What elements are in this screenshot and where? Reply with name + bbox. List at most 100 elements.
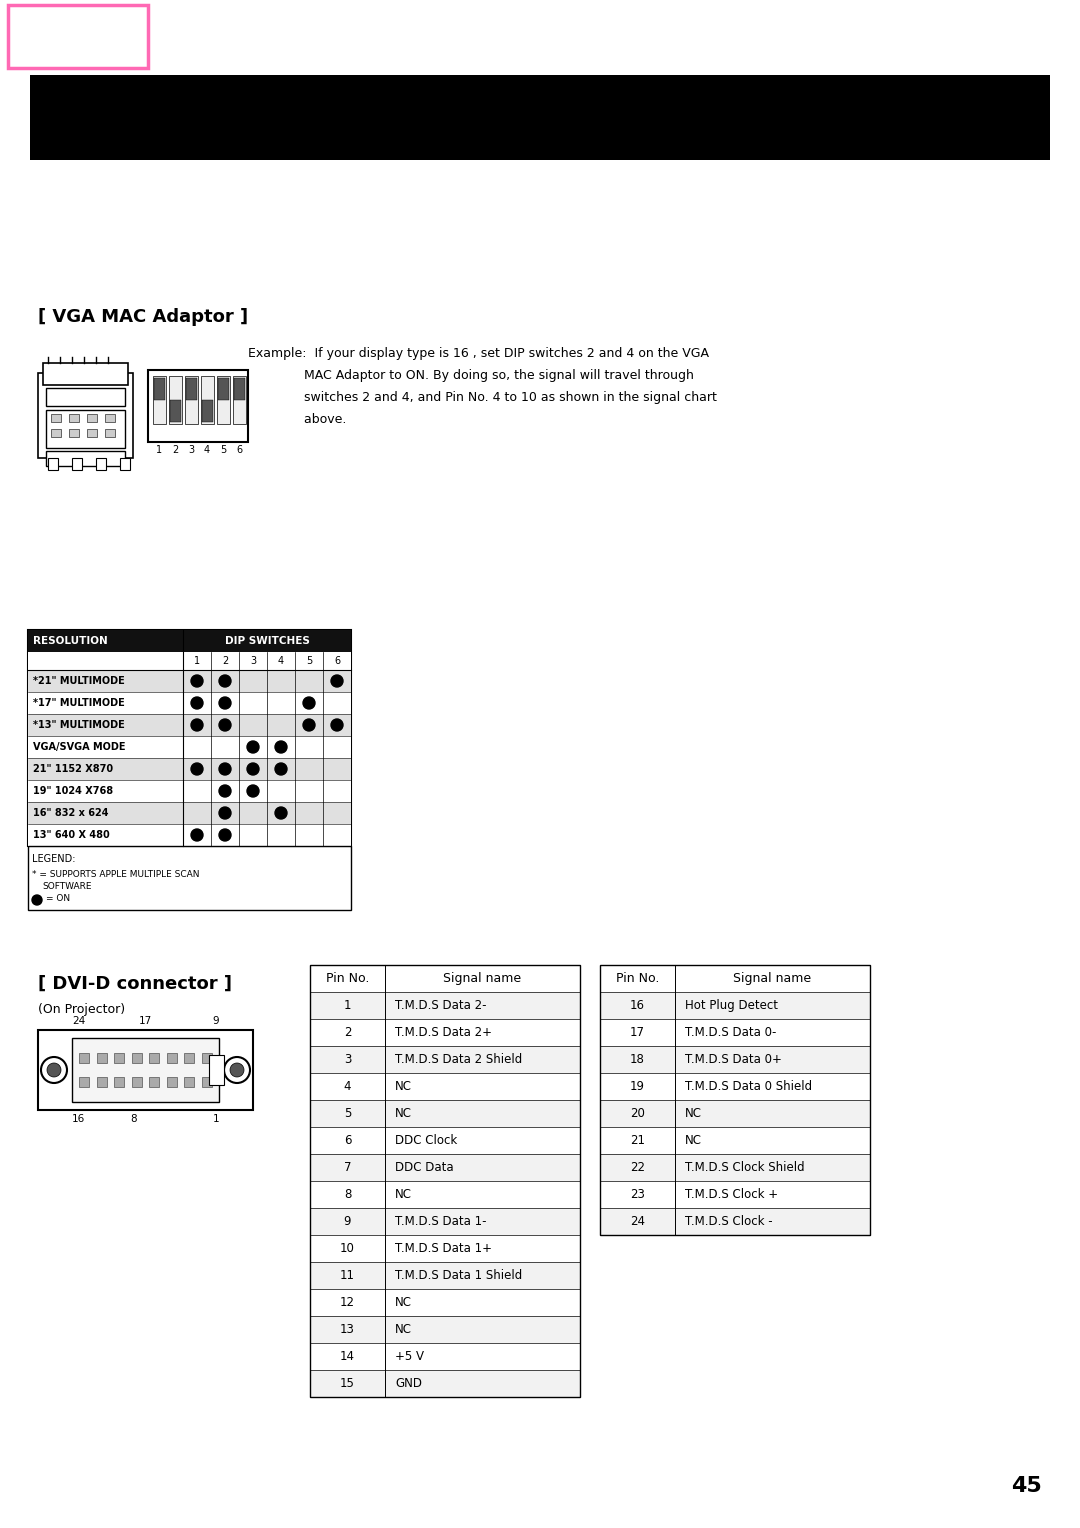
Text: T.M.D.S Data 0+: T.M.D.S Data 0+: [685, 1053, 782, 1067]
Bar: [310, 1128, 580, 1154]
Text: *17" MULTIMODE: *17" MULTIMODE: [33, 698, 125, 707]
Bar: [69, 414, 79, 422]
Circle shape: [219, 697, 231, 709]
Text: T.M.D.S Data 2 Shield: T.M.D.S Data 2 Shield: [395, 1053, 523, 1067]
Bar: [600, 1181, 870, 1209]
Bar: [310, 1290, 580, 1316]
Bar: [234, 377, 245, 400]
Text: T.M.D.S Data 0-: T.M.D.S Data 0-: [685, 1025, 777, 1039]
Text: Pin No.: Pin No.: [326, 972, 369, 986]
Text: 16" 832 x 624: 16" 832 x 624: [33, 808, 108, 817]
Bar: [202, 1077, 212, 1088]
Bar: [114, 1053, 124, 1062]
Bar: [310, 1073, 580, 1100]
Text: 17: 17: [630, 1025, 645, 1039]
Text: 15: 15: [340, 1377, 355, 1390]
Text: 12: 12: [340, 1296, 355, 1309]
Circle shape: [247, 785, 259, 798]
Text: 6: 6: [343, 1134, 351, 1148]
Text: Pin No.: Pin No.: [616, 972, 659, 986]
Text: 10: 10: [340, 1242, 355, 1254]
Bar: [28, 630, 351, 652]
Text: 22: 22: [630, 1161, 645, 1174]
Bar: [600, 966, 870, 1235]
Bar: [72, 1038, 219, 1102]
Bar: [46, 388, 125, 406]
Text: 1: 1: [156, 445, 162, 455]
Bar: [38, 373, 133, 458]
Text: NC: NC: [395, 1106, 411, 1120]
Text: T.M.D.S Clock -: T.M.D.S Clock -: [685, 1215, 772, 1229]
Text: 21" 1152 X870: 21" 1152 X870: [33, 764, 113, 775]
Text: 1: 1: [213, 1114, 219, 1125]
Bar: [114, 1077, 124, 1088]
Text: 3: 3: [249, 656, 256, 666]
Circle shape: [41, 1057, 67, 1083]
Bar: [201, 376, 214, 423]
Circle shape: [32, 895, 42, 905]
Text: 2: 2: [221, 656, 228, 666]
Bar: [28, 736, 351, 758]
Bar: [105, 414, 114, 422]
Text: DDC Clock: DDC Clock: [395, 1134, 457, 1148]
Circle shape: [230, 1063, 244, 1077]
Bar: [310, 1262, 580, 1290]
Text: 5: 5: [220, 445, 226, 455]
Bar: [310, 1343, 580, 1371]
Bar: [202, 1053, 212, 1062]
Bar: [72, 458, 82, 471]
Text: 2: 2: [343, 1025, 351, 1039]
Circle shape: [48, 1063, 60, 1077]
Circle shape: [247, 762, 259, 775]
Text: 23: 23: [630, 1187, 645, 1201]
Bar: [600, 992, 870, 1019]
Text: T.M.D.S Clock +: T.M.D.S Clock +: [685, 1187, 778, 1201]
Circle shape: [275, 762, 287, 775]
Text: Hot Plug Detect: Hot Plug Detect: [685, 999, 778, 1012]
Circle shape: [191, 720, 203, 730]
Bar: [310, 1019, 580, 1047]
Bar: [184, 1053, 194, 1062]
Bar: [600, 1154, 870, 1181]
Text: 6: 6: [334, 656, 340, 666]
Circle shape: [219, 807, 231, 819]
Text: 13: 13: [340, 1323, 355, 1335]
Text: 5: 5: [306, 656, 312, 666]
Circle shape: [219, 720, 231, 730]
Bar: [28, 652, 351, 669]
Bar: [97, 1077, 107, 1088]
Text: Signal name: Signal name: [733, 972, 811, 986]
Bar: [87, 414, 97, 422]
Text: = ON: = ON: [46, 894, 70, 903]
Text: 3: 3: [188, 445, 194, 455]
Bar: [202, 400, 213, 422]
Text: T.M.D.S Data 1+: T.M.D.S Data 1+: [395, 1242, 492, 1254]
Bar: [80, 1053, 90, 1062]
Bar: [600, 1019, 870, 1047]
Bar: [600, 1100, 870, 1128]
Text: * = SUPPORTS APPLE MULTIPLE SCAN: * = SUPPORTS APPLE MULTIPLE SCAN: [32, 869, 200, 879]
Circle shape: [330, 720, 343, 730]
Circle shape: [219, 762, 231, 775]
Text: [ DVI-D connector ]: [ DVI-D connector ]: [38, 975, 232, 993]
Bar: [46, 410, 125, 448]
Bar: [153, 376, 166, 423]
Text: NC: NC: [395, 1323, 411, 1335]
Bar: [96, 458, 106, 471]
Text: 16: 16: [72, 1114, 85, 1125]
Bar: [600, 1209, 870, 1235]
Text: Signal name: Signal name: [444, 972, 522, 986]
Text: above.: above.: [248, 413, 347, 426]
Text: 7: 7: [343, 1161, 351, 1174]
Text: 6: 6: [235, 445, 242, 455]
Bar: [310, 1209, 580, 1235]
Text: MAC Adaptor to ON. By doing so, the signal will travel through: MAC Adaptor to ON. By doing so, the sign…: [248, 368, 693, 382]
Text: GND: GND: [395, 1377, 422, 1390]
Bar: [310, 1181, 580, 1209]
Circle shape: [224, 1057, 249, 1083]
Bar: [48, 458, 58, 471]
Text: T.M.D.S Data 2-: T.M.D.S Data 2-: [395, 999, 486, 1012]
Bar: [310, 1316, 580, 1343]
Circle shape: [247, 741, 259, 753]
Text: 4: 4: [278, 656, 284, 666]
